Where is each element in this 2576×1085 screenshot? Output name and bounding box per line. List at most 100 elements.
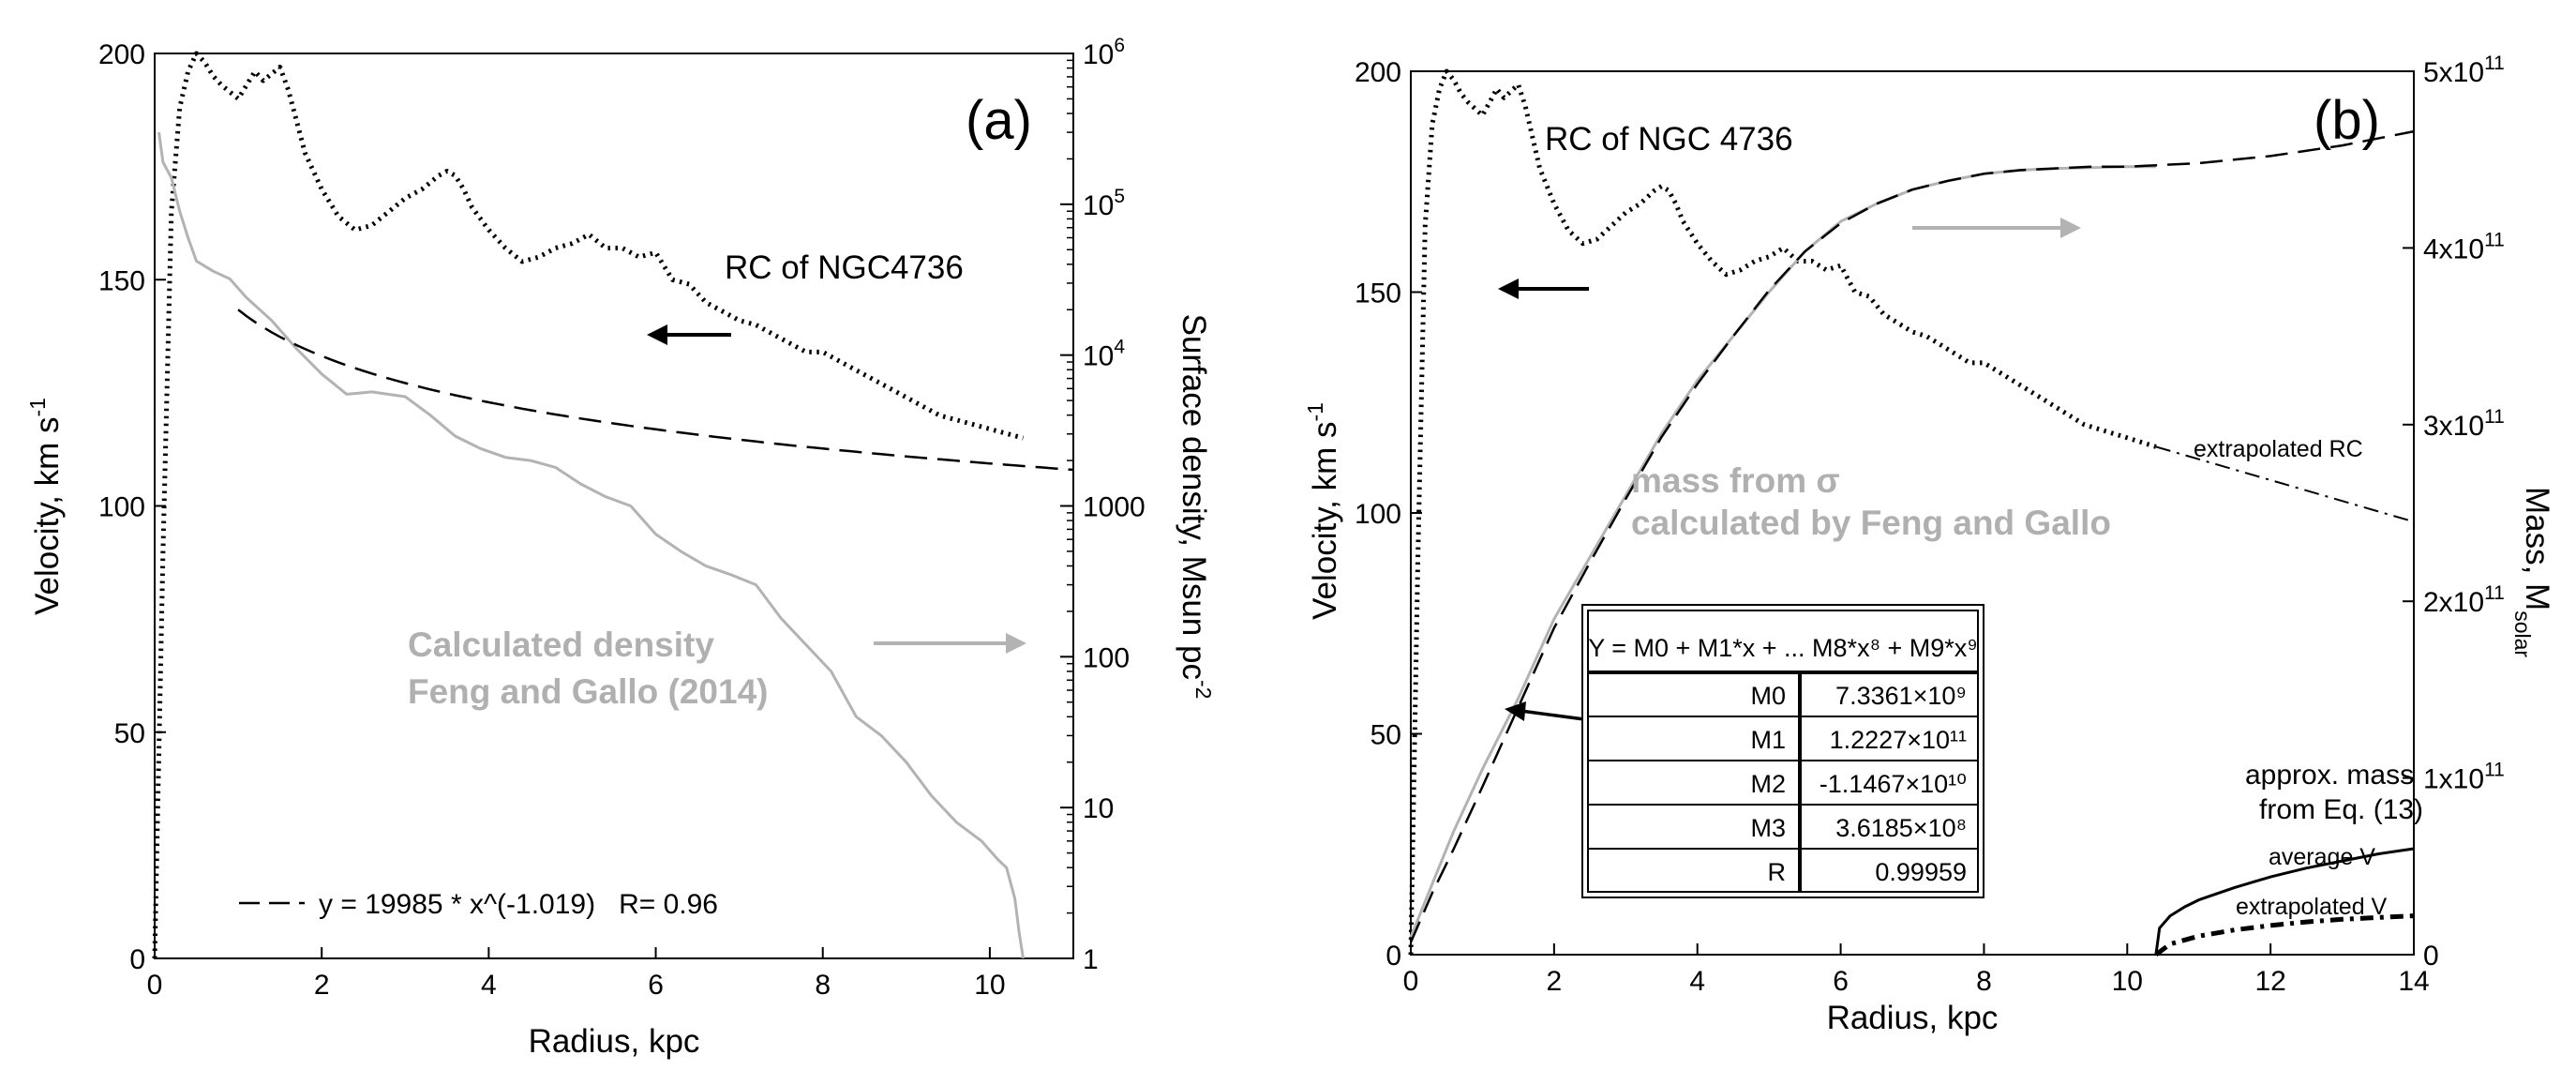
panel-b-y2-axis-label: Mass, Msolar xyxy=(2510,487,2555,657)
y-tick-label: 100 xyxy=(98,492,145,523)
y2-tick-label-text: 5x10 xyxy=(2423,57,2484,88)
y2-tick-label: 2x1011 xyxy=(2423,582,2505,618)
table-row-value: 0.99959 xyxy=(1875,858,1967,886)
panel-b-x-axis-label: Radius, kpc xyxy=(1827,1000,1999,1036)
series-line-polynomial-fit xyxy=(1409,129,2415,943)
y2-tick-label-text: 10 xyxy=(1083,793,1114,824)
y2-tick-label-sup: 11 xyxy=(2484,582,2505,604)
table-row-name: R xyxy=(1768,858,1787,886)
panel-a-y-axis-label: Velocity, km s-1 xyxy=(25,398,66,615)
y2-tick-label-sup: 5 xyxy=(1114,186,1125,207)
panel-b-average-v-label: average V xyxy=(2269,844,2375,870)
y2-tick-label: 104 xyxy=(1083,337,1125,372)
table-row-value: -1.1467×10¹⁰ xyxy=(1820,770,1967,798)
panel-a-y2-axis-label-sup: -2 xyxy=(1191,680,1216,699)
series-line-panel-a-0 xyxy=(152,51,1025,959)
y2-tick-label-sup: 11 xyxy=(2484,53,2505,74)
y2-tick-label: 106 xyxy=(1083,35,1125,70)
panel-b-x-ticks: 0 2 4 6 8 10 12 14 xyxy=(1403,943,2430,997)
panel-a-y2-axis-label: Surface density, Msun pc-2 xyxy=(1176,314,1216,700)
y2-tick-label-text: 0 xyxy=(2423,941,2439,972)
y2-tick-label-text: 1000 xyxy=(1083,492,1146,523)
y2-tick-label-text: 2x10 xyxy=(2423,587,2484,618)
y2-tick-label: 105 xyxy=(1083,186,1125,221)
y-tick-label: 50 xyxy=(114,718,145,749)
y2-tick-label: 1x1011 xyxy=(2423,760,2505,795)
x-tick-label: 2 xyxy=(1547,966,1563,997)
table-row-value: 1.2227×10¹¹ xyxy=(1830,726,1967,754)
series-line-extrapolated-rc xyxy=(2155,445,2415,523)
panel-b-mass-sigma-label-2: calculated by Feng and Gallo xyxy=(1631,504,2111,542)
table-row-name: M3 xyxy=(1750,814,1786,842)
y2-tick-label: 5x1011 xyxy=(2423,53,2505,88)
y-tick-label: 0 xyxy=(129,944,145,975)
panel-b-approx-mass-label-1: approx. mass xyxy=(2245,760,2414,791)
panel-b-y2-axis-label-sub: solar xyxy=(2510,610,2535,657)
y2-tick-label: 0 xyxy=(2423,941,2439,972)
x-tick-label: 8 xyxy=(815,970,831,1001)
y2-tick-label: 1 xyxy=(1083,944,1099,975)
panel-a-left-arrow xyxy=(647,324,731,345)
y-tick-label: 200 xyxy=(1355,57,1401,88)
y2-tick-label-text: 3x10 xyxy=(2423,411,2484,442)
y-tick-label: 50 xyxy=(1370,720,1401,751)
y-tick-label: 150 xyxy=(1355,279,1401,309)
x-tick-label: 0 xyxy=(147,970,163,1001)
panel-b-right-arrow xyxy=(1912,218,2081,238)
panel-a-fit-legend: y = 19985 * x^(-1.019) R= 0.96 xyxy=(239,889,718,920)
y2-tick-label-text: 1 xyxy=(1083,944,1099,975)
panel-b-y-axis-label: Velocity, km s-1 xyxy=(1303,402,1343,620)
x-tick-label: 8 xyxy=(1976,966,1992,997)
y-tick-label: 150 xyxy=(98,265,145,296)
y2-tick-label-text: 10 xyxy=(1083,39,1114,70)
table-row-name: M1 xyxy=(1750,726,1786,754)
x-tick-label: 6 xyxy=(1833,966,1849,997)
panel-a-rc-label: RC of NGC4736 xyxy=(725,249,964,286)
panel-b-series xyxy=(1408,68,2415,957)
panel-a-label: (a) xyxy=(966,90,1032,151)
panel-b-table-arrow xyxy=(1505,701,1585,721)
panel-a-density-label-2: Feng and Gallo (2014) xyxy=(408,672,768,711)
series-line-extrapolated-v xyxy=(2154,913,2415,957)
y2-tick-label-text: 4x10 xyxy=(2423,234,2484,264)
table-row-value: 7.3361×10⁹ xyxy=(1835,682,1967,710)
series-line-mass-from xyxy=(1409,165,2156,938)
panel-a-series xyxy=(152,51,1074,959)
table-row-name: M2 xyxy=(1750,770,1786,798)
y2-tick-label-text: 1x10 xyxy=(2423,764,2484,795)
y-tick-label: 100 xyxy=(1355,499,1401,530)
x-tick-label: 6 xyxy=(648,970,664,1001)
panel-a-x-ticks: 0 2 4 6 8 10 xyxy=(147,947,1006,1001)
panel-b-label: (b) xyxy=(2314,90,2380,151)
y-tick-label: 0 xyxy=(1385,941,1401,972)
panel-a-plot-frame xyxy=(154,53,1074,959)
y2-tick-label: 4x1011 xyxy=(2423,229,2505,264)
panel-b-y-axis-label-sup: -1 xyxy=(1303,402,1327,421)
y2-tick-label-sup: 11 xyxy=(2484,406,2505,428)
panel-b-rc-label: RC of NGC 4736 xyxy=(1545,121,1793,158)
x-tick-label: 10 xyxy=(2112,966,2143,997)
x-tick-label: 2 xyxy=(314,970,330,1001)
panel-b-approx-mass-label-2: from Eq. (13) xyxy=(2259,794,2423,825)
panel-a-density-label-1: Calculated density xyxy=(408,625,714,664)
panel-a-y2-axis-label-text: Surface density, Msun pc xyxy=(1176,314,1212,680)
panel-b-left-arrow xyxy=(1498,279,1589,299)
panel-b-y-axis-label-text: Velocity, km s xyxy=(1307,422,1343,620)
y2-tick-label-sup: 11 xyxy=(2484,760,2505,781)
panel-b-extrapolated-rc-label: extrapolated RC xyxy=(2194,436,2363,462)
x-tick-label: 4 xyxy=(1689,966,1705,997)
panel-b-y2-axis-label-text: Mass, M xyxy=(2519,487,2555,610)
table-inner-border xyxy=(1587,610,1979,893)
table-row-value: 3.6185×10⁸ xyxy=(1835,814,1967,842)
x-tick-label: 14 xyxy=(2398,966,2429,997)
y2-tick-label-text: 100 xyxy=(1083,642,1130,673)
panel-b-mass-sigma-label-1: mass from σ xyxy=(1631,461,1840,500)
panel-a-y-ticks: 0 50 100 150 200 xyxy=(98,39,166,975)
y-tick-label: 200 xyxy=(98,39,145,70)
x-tick-label: 0 xyxy=(1403,966,1419,997)
series-line-panel-b-0 xyxy=(1408,68,2157,956)
